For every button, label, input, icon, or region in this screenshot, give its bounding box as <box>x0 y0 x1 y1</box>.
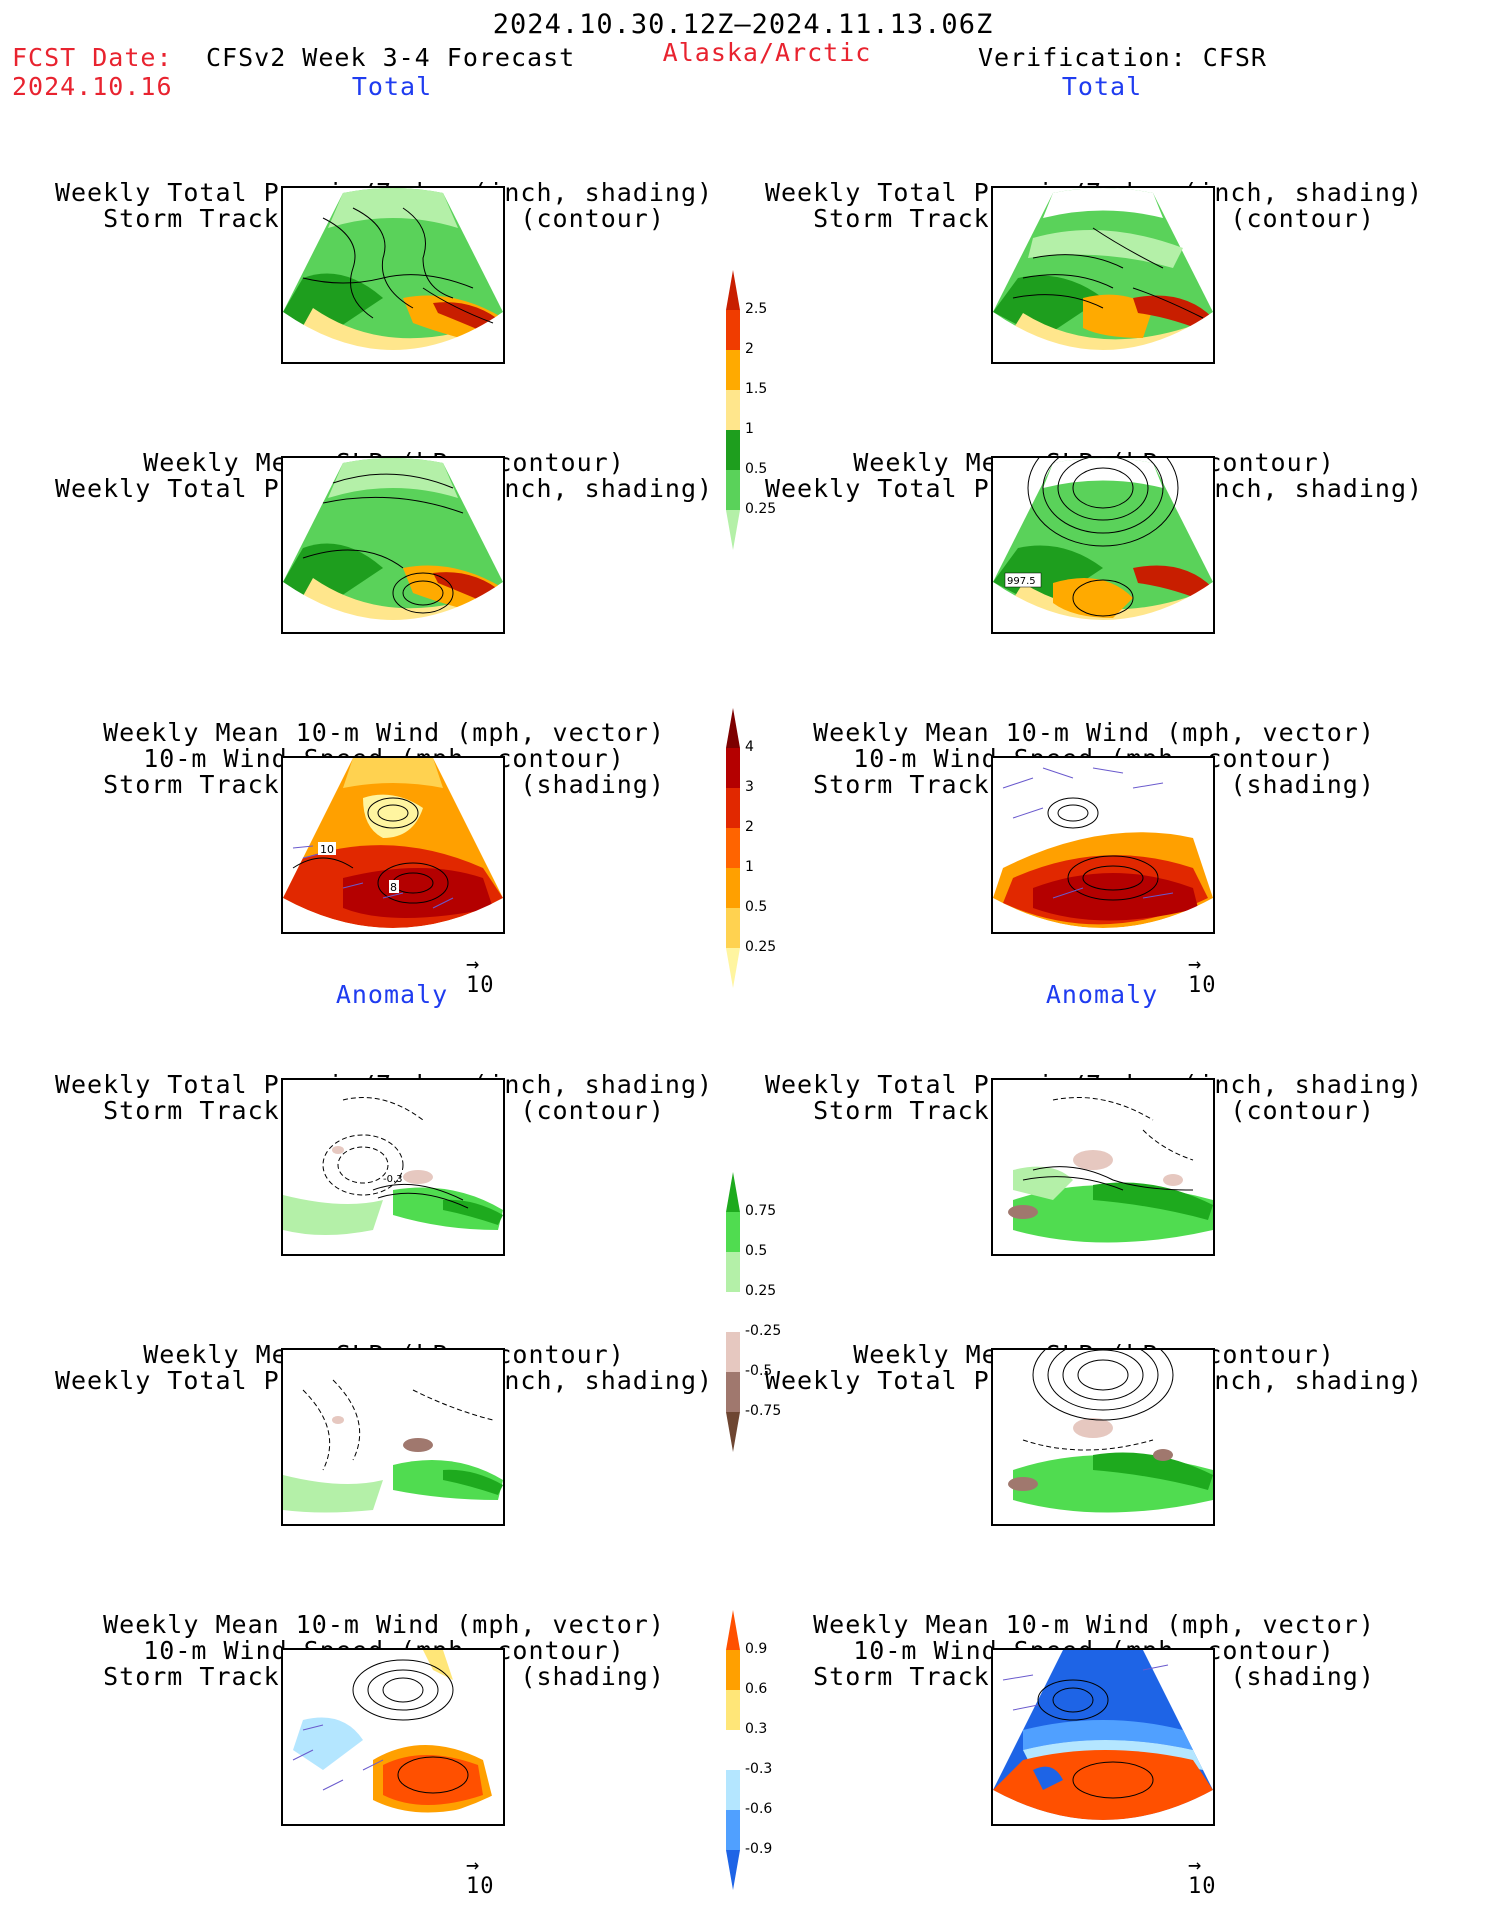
colorbar-segment <box>726 1372 740 1412</box>
vector-scale-label-4: 10 <box>1188 1874 1217 1899</box>
colorbar-segment <box>726 948 740 988</box>
colorbar-segment <box>726 1212 740 1252</box>
map-total-wind-verification <box>991 756 1215 934</box>
colorbar-svg <box>726 1610 740 1890</box>
colorbar-tick-label: 4 <box>745 739 754 755</box>
vector-scale-label-3: 10 <box>466 1874 495 1899</box>
map-anom-wind-verification <box>991 1648 1215 1826</box>
map-total-precip-verification <box>991 186 1215 364</box>
colorbar-tick-label: 2 <box>745 819 754 835</box>
colorbar-tick-label: 0.6 <box>745 1681 768 1697</box>
vector-scale-label-2: 10 <box>1188 973 1217 998</box>
colorbar-segment <box>726 788 740 828</box>
colorbar-tick-label: 0.25 <box>745 1283 777 1299</box>
slp-label-997: 997.5 <box>1007 576 1036 587</box>
fcst-date-value: 2024.10.16 <box>12 72 173 101</box>
colorbar-tick-label: 0.5 <box>745 461 768 477</box>
colorbar-tick-label: 0.25 <box>745 501 777 517</box>
colorbar-svg <box>726 1172 740 1452</box>
colorbar-segment <box>726 430 740 470</box>
colorbar-svg <box>726 270 740 550</box>
colorbar-segment <box>726 1770 740 1810</box>
colorbar-tick-label: 0.5 <box>745 899 768 915</box>
colorbar-segment <box>726 270 740 310</box>
colorbar-tick-label: 1.5 <box>745 381 768 397</box>
map-anom-wind-forecast <box>281 1648 505 1826</box>
colorbar-tick-label: 0.3 <box>745 1721 768 1737</box>
colorbar-segment <box>726 1292 740 1332</box>
region-title: Alaska/Arctic <box>662 38 872 67</box>
colorbar-segment <box>726 708 740 748</box>
colorbar-tick-label: -0.3 <box>745 1761 773 1777</box>
map-anom-slp-forecast <box>281 1348 505 1526</box>
colorbar-segment <box>726 1650 740 1690</box>
map-total-precip-forecast <box>281 186 505 364</box>
date-range-title: 2024.10.30.12Z–2024.11.13.06Z <box>492 9 994 40</box>
colorbar-tick-label: 0.75 <box>745 1203 777 1219</box>
colorbar-segment <box>726 390 740 430</box>
wind-label-10: 10 <box>320 843 334 856</box>
colorbar-segment <box>726 1252 740 1292</box>
colorbar-segment <box>726 1172 740 1212</box>
colorbar-tick-label: -0.75 <box>745 1403 782 1419</box>
wind-label-8: 8 <box>390 881 397 894</box>
verification-title: Verification: CFSR <box>978 43 1267 72</box>
colorbar-tick-label: 1 <box>745 421 754 437</box>
colorbar-segment <box>726 1412 740 1452</box>
colorbar-segment <box>726 470 740 510</box>
colorbar-segment <box>726 908 740 948</box>
colorbar-tick-label: 2 <box>745 341 754 357</box>
colorbar-segment <box>726 1810 740 1850</box>
colorbar-segment <box>726 510 740 550</box>
colorbar-segment <box>726 868 740 908</box>
colorbar-tick-label: -0.25 <box>745 1323 782 1339</box>
section-anomaly-left: Anomaly <box>335 980 449 1009</box>
map-total-slp-verification: 997.5 <box>991 456 1215 634</box>
colorbar-tick-label: 0.25 <box>745 939 777 955</box>
colorbar-tick-label: -0.5 <box>745 1363 773 1379</box>
vector-scale-arrow-4: → <box>1188 1853 1202 1878</box>
colorbar-segment <box>726 748 740 788</box>
colorbar-tick-label: -0.9 <box>745 1841 773 1857</box>
map-anom-precip-verification <box>991 1078 1215 1256</box>
vector-scale-arrow-3: → <box>466 1853 480 1878</box>
colorbar-tick-label: 3 <box>745 779 754 795</box>
colorbar-svg <box>726 708 740 988</box>
colorbar-segment <box>726 1730 740 1770</box>
map-total-wind-forecast: 10 8 <box>281 756 505 934</box>
colorbar-tick-label: 1 <box>745 859 754 875</box>
colorbar-segment <box>726 310 740 350</box>
fcst-date-label: FCST Date: <box>12 43 173 72</box>
colorbar-tick-label: 0.5 <box>745 1243 768 1259</box>
colorbar-segment <box>726 828 740 868</box>
model-title: CFSv2 Week 3-4 Forecast <box>206 43 576 72</box>
vector-scale-arrow-2: → <box>1188 952 1202 977</box>
anom-label-neg: -0.3 <box>383 1174 403 1185</box>
colorbar-segment <box>726 1332 740 1372</box>
colorbar-segment <box>726 1610 740 1650</box>
colorbar-tick-label: 2.5 <box>745 301 768 317</box>
section-total-left: Total <box>351 72 433 101</box>
colorbar-segment <box>726 350 740 390</box>
colorbar-segment <box>726 1690 740 1730</box>
map-anom-precip-forecast: -0.3 <box>281 1078 505 1256</box>
section-anomaly-right: Anomaly <box>1045 980 1159 1009</box>
map-anom-slp-verification <box>991 1348 1215 1526</box>
colorbar-tick-label: -0.6 <box>745 1801 773 1817</box>
section-total-right: Total <box>1061 72 1143 101</box>
colorbar-segment <box>726 1850 740 1890</box>
vector-scale-label-1: 10 <box>466 973 495 998</box>
colorbar-tick-label: 0.9 <box>745 1641 768 1657</box>
vector-scale-arrow-1: → <box>466 952 480 977</box>
map-total-slp-forecast <box>281 456 505 634</box>
